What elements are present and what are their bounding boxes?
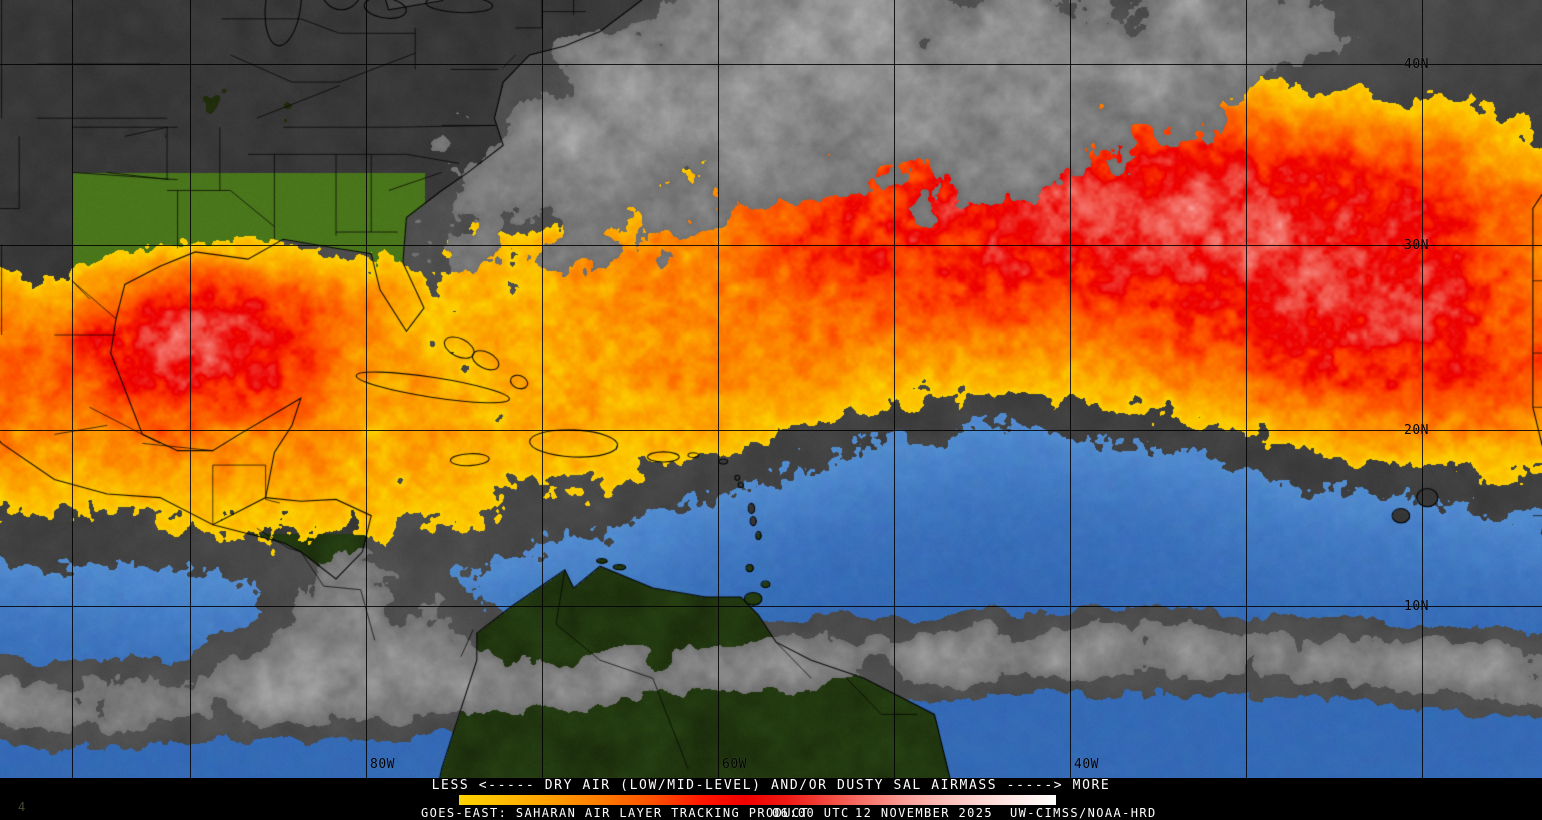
longitude-line bbox=[1070, 0, 1071, 778]
frame-index-label: 4 bbox=[18, 800, 26, 814]
observation-time: 06:00 UTC bbox=[772, 806, 850, 820]
latitude-line bbox=[0, 245, 1542, 246]
longitude-line bbox=[894, 0, 895, 778]
longitude-line bbox=[718, 0, 719, 778]
latitude-line bbox=[0, 606, 1542, 607]
latitude-line bbox=[0, 430, 1542, 431]
data-credit: UW-CIMSS/NOAA-HRD bbox=[1010, 806, 1157, 820]
longitude-line bbox=[190, 0, 191, 778]
observation-date: 12 NOVEMBER 2025 bbox=[855, 806, 993, 820]
longitude-line bbox=[1422, 0, 1423, 778]
latitude-line bbox=[0, 64, 1542, 65]
satellite-imagery-canvas[interactable] bbox=[0, 0, 1542, 778]
longitude-line bbox=[366, 0, 367, 778]
colorbar-caption: LESS <----- DRY AIR (LOW/MID-LEVEL) AND/… bbox=[431, 778, 1111, 793]
longitude-line bbox=[72, 0, 73, 778]
longitude-line bbox=[1246, 0, 1247, 778]
status-row: GOES-EAST: SAHARAN AIR LAYER TRACKING PR… bbox=[0, 807, 1542, 820]
longitude-line bbox=[542, 0, 543, 778]
product-title: GOES-EAST: SAHARAN AIR LAYER TRACKING PR… bbox=[421, 806, 810, 820]
product-footer: LESS <----- DRY AIR (LOW/MID-LEVEL) AND/… bbox=[0, 778, 1542, 820]
dryness-colorbar bbox=[459, 795, 1056, 805]
satellite-map[interactable]: 40N 30N 20N 10N 80W 60W 40W bbox=[0, 0, 1542, 778]
